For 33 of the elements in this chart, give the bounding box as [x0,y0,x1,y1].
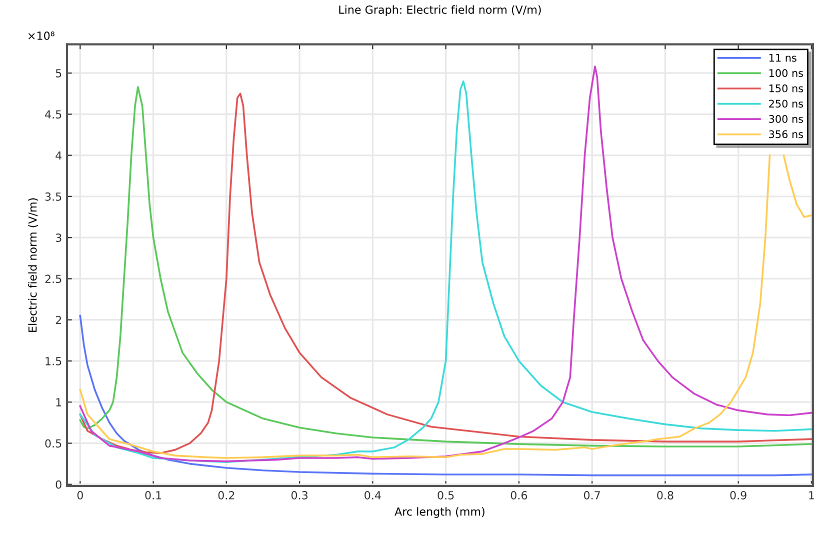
y-axis-title: Electric field norm (V/m) [28,198,38,332]
y-tick-label: 3.5 [45,192,62,201]
legend-label: 100 ns [769,69,804,78]
x-tick-label: 0.8 [657,491,674,500]
x-tick-label: 0.5 [438,491,454,500]
y-tick-label: 0 [56,480,62,489]
y-tick-label: 4 [56,151,62,160]
x-tick-label: 0.6 [510,491,528,500]
y-tick-label: 1.5 [46,357,62,366]
legend-label: 300 ns [769,115,804,123]
y-tick-label: 2.5 [45,274,62,284]
legend-label: 250 ns [769,100,804,108]
legend-label: 11 ns [769,54,796,62]
x-tick-label: 0.9 [730,491,746,500]
y-tick-label: 3 [56,234,62,242]
y-tick-label: 5 [56,69,62,78]
text: ×10⁸ [28,32,54,40]
chart-title: Line Graph: Electric field norm (V/m) [339,5,541,16]
line-series [79,314,812,476]
x-tick-label: 0 [77,491,83,500]
legend-label: 150 ns [769,84,804,92]
y-tick-label: 4.5 [45,110,62,119]
x-tick-label: 0.4 [364,491,381,500]
y-tick-label: 1 [56,398,62,406]
y-tick-label: 0.5 [45,439,62,448]
x-tick-label: 0.1 [145,491,162,500]
y-tick-label: 2 [56,316,62,324]
x-tick-label: 0.3 [291,491,308,500]
x-tick-label: 0.7 [584,491,600,500]
x-tick-label: 1 [809,491,814,500]
x-axis-title: Arc length (mm) [394,507,484,518]
legend-label: 356 ns [769,130,804,138]
x-tick-label: 0.2 [218,491,234,500]
